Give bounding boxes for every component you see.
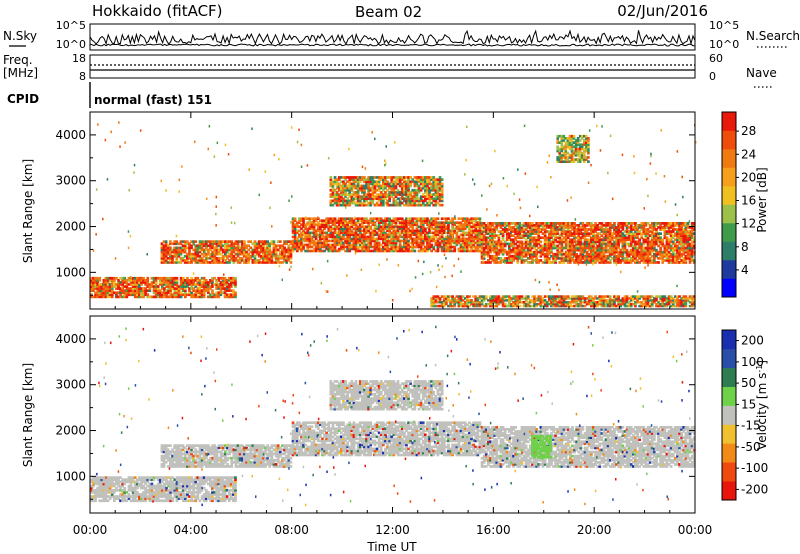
nave-label: Nave <box>746 66 777 80</box>
echo-cell <box>587 156 590 159</box>
echo-cell <box>573 135 576 138</box>
freq-tick-bottom: 8 <box>79 70 86 83</box>
echo-cell <box>441 178 444 181</box>
echo-cell <box>98 277 101 280</box>
nsky-trace <box>90 30 695 44</box>
echo-cell <box>234 277 237 280</box>
figure: Hokkaido (fitACF) Beam 02 02/Jun/2016 N.… <box>0 0 800 554</box>
echo-cell <box>194 240 197 243</box>
echo-cell <box>424 228 427 231</box>
echo-cell <box>441 183 444 186</box>
echo-cell <box>165 240 168 243</box>
nave-tick-bottom: 0 <box>709 70 716 83</box>
freq-label-2: [MHz] <box>3 66 38 80</box>
echo-cell <box>279 240 282 243</box>
echo-cell <box>659 232 662 235</box>
cpid-label: CPID <box>7 92 39 106</box>
echo-cell <box>437 217 440 220</box>
echo-cell <box>468 295 471 298</box>
nsearch-label: N.Search <box>746 29 800 43</box>
cpid-value: normal (fast) 151 <box>94 93 212 107</box>
echo-cell <box>485 295 488 298</box>
radar-title: Hokkaido (fitACF) <box>92 2 223 20</box>
nsearch-trace <box>90 44 695 46</box>
power-panel: 1000200030004000 Slant Range [km] 481216… <box>21 112 769 309</box>
echo-cell <box>587 160 590 163</box>
echo-cell <box>146 277 149 280</box>
echo-cell <box>176 277 179 280</box>
freq-tick-top: 18 <box>72 52 86 65</box>
echo-cell <box>290 261 293 264</box>
freq-strip: Freq. [MHz] 18 8 60 0 Nave <box>3 52 777 87</box>
nsearch-tick-bottom: 10^0 <box>709 38 739 51</box>
echo-cell <box>540 241 543 244</box>
freq-label-1: Freq. <box>3 53 33 67</box>
echo-cell <box>273 240 276 243</box>
echo-cell <box>479 217 482 220</box>
echo-cell <box>613 222 616 225</box>
beam-title: Beam 02 <box>355 3 422 21</box>
nsky-tick-top: 10^5 <box>56 19 86 32</box>
echo-cell <box>587 137 590 140</box>
power-echo-cells <box>90 121 697 307</box>
nsky-label: N.Sky <box>3 29 37 43</box>
nave-tick-top: 60 <box>709 52 723 65</box>
echo-cell <box>414 250 417 253</box>
nsearch-tick-top: 10^5 <box>709 19 739 32</box>
echo-cell <box>234 291 237 294</box>
cpid-row: CPID normal (fast) 151 <box>7 82 212 108</box>
echo-cell <box>657 261 660 264</box>
echo-cell <box>211 289 214 292</box>
echo-cell <box>294 217 297 220</box>
echo-cell <box>243 240 246 243</box>
echo-cell <box>441 204 444 207</box>
nsky-tick-bottom: 10^0 <box>56 38 86 51</box>
echo-cell <box>330 176 333 179</box>
nsky-strip: N.Sky 10^5 10^0 10^5 10^0 N.Search <box>3 19 800 51</box>
date-title: 02/Jun/2016 <box>617 2 708 20</box>
freq-frame <box>90 55 695 78</box>
